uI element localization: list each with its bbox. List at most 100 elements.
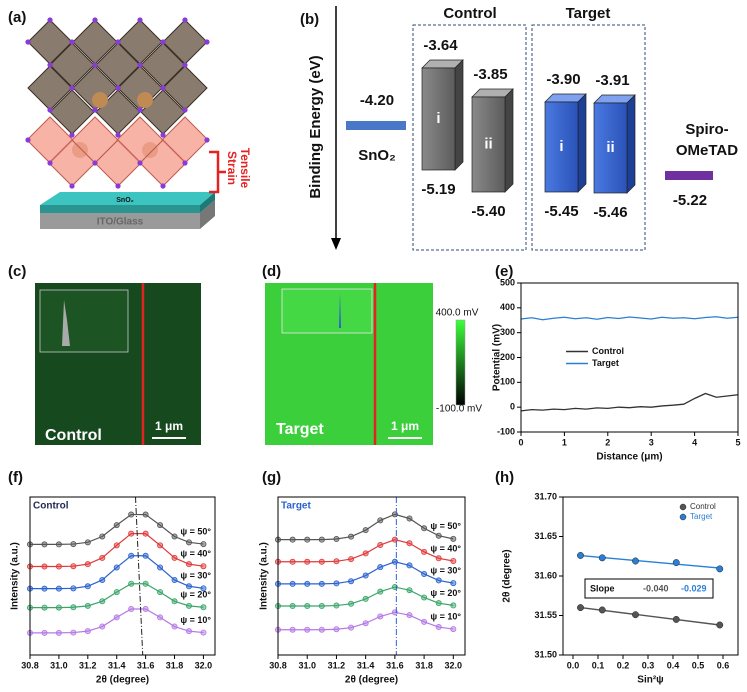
panel-label: (d) xyxy=(262,263,281,280)
level-value: -5.19 xyxy=(421,181,455,198)
data-line xyxy=(278,513,454,541)
anion xyxy=(160,39,166,45)
data-point xyxy=(55,604,62,611)
data-point xyxy=(450,580,457,587)
plot-frame xyxy=(562,496,739,656)
material-label: OMeTAD xyxy=(676,142,738,159)
anion xyxy=(25,137,31,143)
legend-marker xyxy=(679,513,687,521)
data-point xyxy=(171,554,178,561)
data-point xyxy=(421,594,428,601)
panel-label: (f) xyxy=(8,469,23,486)
box-label: i xyxy=(559,138,563,155)
data-point xyxy=(318,580,325,587)
data-point xyxy=(200,563,207,570)
data-point xyxy=(377,613,384,620)
data-point xyxy=(318,558,325,565)
legend-label: Control xyxy=(592,346,624,356)
series-label: ψ = 40° xyxy=(180,549,211,559)
data-point xyxy=(348,533,355,540)
data-point xyxy=(157,614,164,621)
anion xyxy=(92,107,98,113)
x-tick-label: 0.4 xyxy=(667,660,680,670)
group-title: Target xyxy=(566,5,611,22)
data-point xyxy=(41,629,48,636)
data-point xyxy=(406,612,413,619)
cation xyxy=(137,92,153,108)
anion xyxy=(137,107,143,113)
data-point xyxy=(99,598,106,605)
box-side xyxy=(504,88,514,193)
box-label: i xyxy=(436,110,440,127)
data-point xyxy=(113,614,120,621)
x-tick-label: 31.2 xyxy=(79,660,97,670)
scale-label: 1 μm xyxy=(391,419,419,433)
level-value: -4.20 xyxy=(360,92,394,109)
anion xyxy=(137,160,143,166)
data-point xyxy=(333,558,340,565)
data-point xyxy=(421,525,428,532)
data-point xyxy=(377,588,384,595)
y-tick-label: 500 xyxy=(500,277,515,287)
legend-label: Target xyxy=(690,512,713,521)
data-point xyxy=(362,572,369,579)
data-point xyxy=(362,620,369,627)
data-point xyxy=(55,585,62,592)
sno2-layer-front xyxy=(40,205,200,213)
data-point xyxy=(70,604,77,611)
data-point xyxy=(716,621,724,629)
anion xyxy=(47,62,53,68)
inset-histogram xyxy=(39,289,129,353)
colorbar-label: -100.0 mV xyxy=(436,404,482,415)
data-point xyxy=(142,511,149,518)
data-point xyxy=(70,563,77,570)
y-tick-label: 400 xyxy=(500,302,515,312)
data-point xyxy=(318,536,325,543)
y-axis-label: Potential (mV) xyxy=(492,324,503,391)
panel-label: (e) xyxy=(495,263,513,280)
data-point xyxy=(289,603,296,610)
x-tick-label: 31.4 xyxy=(357,660,375,670)
band-box xyxy=(471,96,506,193)
x-tick-label: 31.6 xyxy=(137,660,155,670)
anion xyxy=(204,39,210,45)
x-tick-label: 5 xyxy=(735,437,740,447)
cation xyxy=(92,92,108,108)
series-label: ψ = 10° xyxy=(430,611,461,621)
data-point xyxy=(157,589,164,596)
x-tick-label: 3 xyxy=(649,437,654,447)
sno2-level xyxy=(346,121,406,130)
data-point xyxy=(171,598,178,605)
data-point xyxy=(304,558,311,565)
y-axis-label: Intensity (a.u.) xyxy=(10,542,21,610)
reference-line xyxy=(135,496,144,656)
data-point xyxy=(84,583,91,590)
data-line xyxy=(30,513,204,545)
data-point xyxy=(377,542,384,549)
data-point xyxy=(41,604,48,611)
level-value: -3.64 xyxy=(423,37,458,54)
x-tick-label: 0.5 xyxy=(692,660,705,670)
axis-arrow xyxy=(331,238,341,250)
annotation-box xyxy=(584,578,714,599)
box-label: ii xyxy=(606,139,614,156)
anion xyxy=(182,107,188,113)
anion xyxy=(69,132,75,138)
series-label: ψ = 40° xyxy=(430,543,461,553)
data-point xyxy=(200,585,207,592)
data-point xyxy=(128,580,135,587)
y-tick-label: 31.65 xyxy=(534,531,557,541)
band-box xyxy=(421,67,456,171)
panel-b: (b) Binding Energy (eV) -4.20 SnO₂ Contr… xyxy=(300,5,738,251)
y-axis-label: 2θ (degree) xyxy=(502,549,513,602)
data-point xyxy=(70,629,77,636)
y-tick-label: 31.60 xyxy=(534,570,557,580)
plot-frame xyxy=(520,282,739,433)
data-point xyxy=(185,539,192,546)
data-point xyxy=(377,517,384,524)
data-point xyxy=(55,541,62,548)
x-tick-label: 30.8 xyxy=(21,660,39,670)
data-point xyxy=(304,603,311,610)
group-box xyxy=(531,24,646,251)
annotation-value: -0.029 xyxy=(681,583,707,593)
